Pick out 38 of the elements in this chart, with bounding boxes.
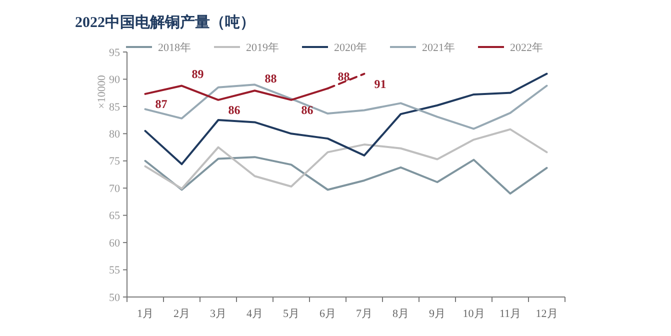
data-label: 88 [264,72,277,86]
y-tick-label: 55 [109,264,120,277]
y-axis-title: ×10000 [96,74,108,109]
legend-label: 2019年 [246,42,279,54]
y-tick-label: 85 [109,101,120,114]
data-label: 87 [155,96,168,111]
x-tick-label: 2月 [174,308,190,320]
y-tick-label: 80 [109,128,120,141]
legend-label: 2022年 [510,42,543,54]
x-tick-label: 10月 [462,308,485,320]
x-tick-label: 11月 [499,308,522,320]
data-label: 86 [228,102,240,117]
x-tick-label: 5月 [283,308,300,320]
line-series [144,156,548,195]
y-tick-label: 90 [109,74,120,86]
x-tick-label: 8月 [392,308,409,320]
x-tick-label: 7月 [356,308,372,320]
legend-label: 2020年 [334,42,367,54]
data-label: 89 [192,66,204,81]
line-series [144,128,548,190]
y-tick-label: 70 [109,182,120,195]
data-label: 86 [301,102,314,117]
legend-label: 2021年 [422,42,455,54]
x-tick-label: 1月 [137,308,154,320]
legend-label: 2018年 [158,42,191,54]
y-tick-label: 60 [109,237,120,250]
y-tick-label: 50 [109,292,120,304]
x-tick-label: 3月 [210,308,226,320]
y-tick-label: 75 [109,156,120,168]
data-label: 88 [338,69,350,84]
x-tick-label: 12月 [536,308,558,320]
x-tick-label: 4月 [246,308,263,320]
data-label: 91 [374,76,386,91]
y-tick-label: 95 [109,46,120,59]
chart-title: 2022中国电解铜产量（吨） [75,14,255,31]
y-tick-label: 65 [109,210,120,222]
x-tick-label: 6月 [320,308,336,320]
x-tick-label: 9月 [429,308,446,320]
